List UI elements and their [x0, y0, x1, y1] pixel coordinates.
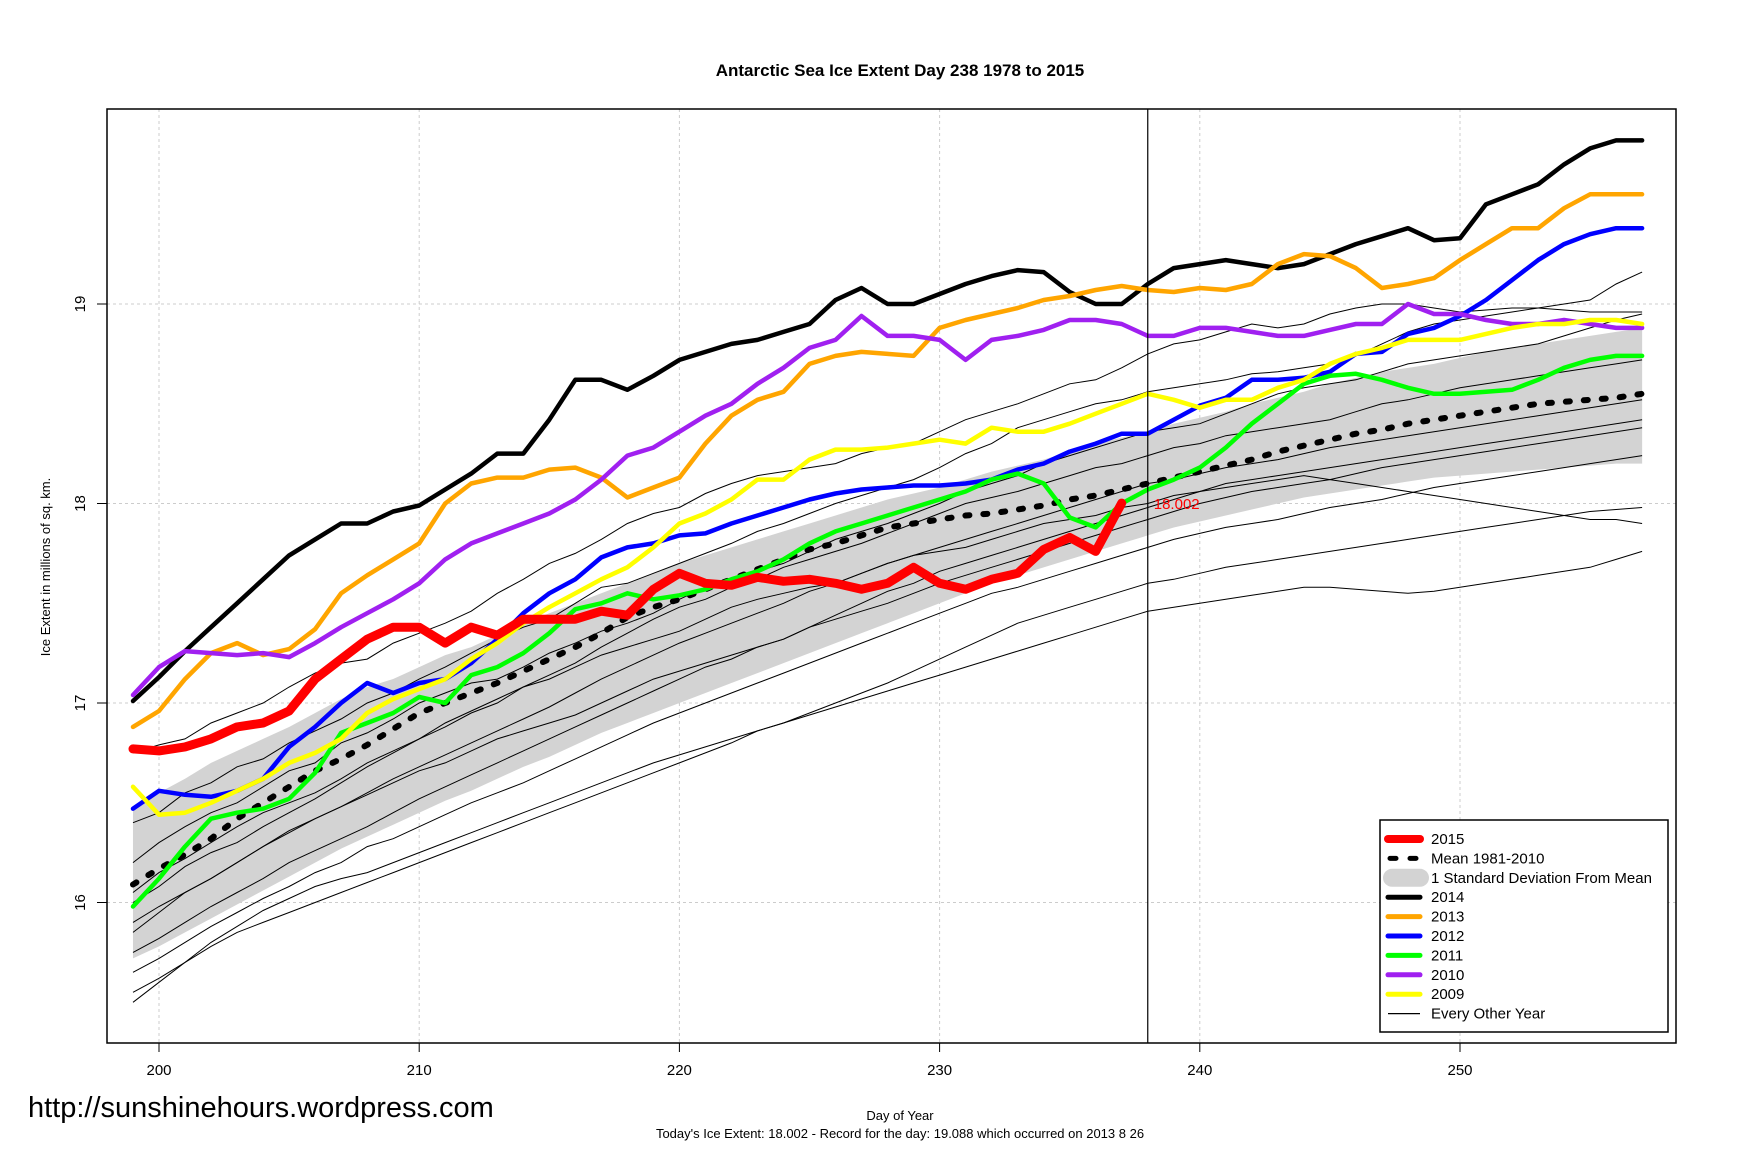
other-year-line: [132, 550, 1643, 1003]
legend-label: 1 Standard Deviation From Mean: [1431, 870, 1652, 887]
series-line-2010: [130, 301, 1645, 698]
legend-box: [1379, 819, 1669, 1033]
series-line-mean-1981-2010: [130, 390, 1646, 888]
y-axis-label: Ice Extent in millions of sq. km.: [38, 478, 53, 656]
x-tick-label: 220: [667, 1062, 692, 1079]
other-years-layer: [132, 271, 1643, 1003]
x-tick-label: 250: [1447, 1062, 1472, 1079]
legend-label: Every Other Year: [1431, 1006, 1545, 1023]
y-tick-label: 19: [72, 296, 89, 313]
std-dev-band: [132, 327, 1643, 959]
other-year-line: [132, 455, 1643, 973]
x-tick-label: 210: [407, 1062, 432, 1079]
series-line-2013: [130, 192, 1645, 730]
series-line-2015: [128, 498, 1127, 756]
other-year-line: [132, 427, 1643, 953]
legend-label: 2011: [1431, 947, 1463, 964]
legend-label: 2013: [1431, 909, 1464, 926]
legend-label: 2012: [1431, 928, 1464, 945]
plot-frame: [106, 108, 1677, 1044]
legend-label: 2014: [1431, 889, 1464, 906]
series-line-2014: [130, 138, 1645, 704]
chart-title: Antarctic Sea Ice Extent Day 238 1978 to…: [716, 61, 1085, 80]
x-axis-ticks: 200 210 220 230 240 250: [146, 1043, 1473, 1079]
y-axis-ticks: 16 17 18 19: [72, 296, 107, 911]
legend-label: 2010: [1431, 967, 1464, 984]
x-tick-label: 230: [927, 1062, 952, 1079]
legend: 2015 Mean 1981-2010 1 Standard Deviation F…: [1379, 819, 1669, 1033]
x-tick-label: 240: [1187, 1062, 1212, 1079]
legend-label: 2015: [1431, 831, 1464, 848]
y-tick-label: 17: [72, 695, 89, 712]
source-url: http://sunshinehours.wordpress.com: [28, 1092, 494, 1124]
other-year-line: [132, 475, 1643, 893]
series-layer: [128, 138, 1646, 909]
legend-label: Mean 1981-2010: [1431, 850, 1544, 867]
other-year-line: [132, 313, 1643, 863]
other-year-line: [132, 359, 1643, 903]
y-tick-label: 16: [72, 894, 89, 911]
legend-label: 2009: [1431, 986, 1464, 1003]
chart-subtitle: Today's Ice Extent: 18.002 - Record for …: [656, 1126, 1144, 1141]
other-year-line: [132, 507, 1643, 993]
series-line-2009: [130, 317, 1645, 817]
std-dev-band-layer: [132, 327, 1643, 959]
series-line-2011: [130, 353, 1645, 909]
x-axis-label: Day of Year: [866, 1108, 934, 1123]
other-year-line: [132, 419, 1643, 923]
legend-swatch-band: [1383, 868, 1429, 887]
current-value-label: 18.002: [1154, 496, 1200, 513]
x-tick-label: 200: [146, 1062, 171, 1079]
y-tick-label: 18: [72, 495, 89, 512]
